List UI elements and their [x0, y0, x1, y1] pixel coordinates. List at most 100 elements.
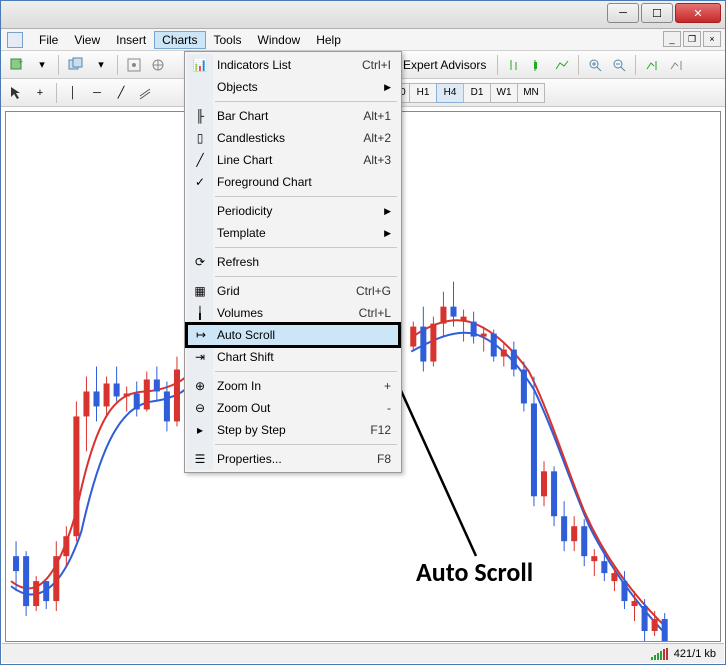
menu-item-objects[interactable]: Objects ▶ — [187, 76, 399, 98]
menu-item-properties[interactable]: ☰Properties...F8 — [187, 448, 399, 470]
annotation-label: Auto Scroll — [416, 556, 533, 588]
submenu-arrow-icon: ▶ — [384, 82, 391, 93]
menu-shortcut: Alt+3 — [363, 153, 391, 167]
channel-button[interactable] — [134, 82, 156, 104]
menu-item-label: Objects — [217, 80, 258, 94]
menu-window[interactable]: Window — [250, 31, 309, 49]
cursor-button[interactable] — [5, 82, 27, 104]
menu-item-step-by-step[interactable]: ▸Step by StepF12 — [187, 419, 399, 441]
menu-item-zoom-in[interactable]: ⊕Zoom In+ — [187, 375, 399, 397]
connection-indicator-icon — [651, 648, 668, 660]
separator — [497, 55, 498, 75]
auto-scroll-button[interactable] — [641, 54, 663, 76]
menu-item-candlesticks[interactable]: ▯CandlesticksAlt+2 — [187, 127, 399, 149]
candle-chart-button[interactable] — [527, 54, 549, 76]
menu-item-refresh[interactable]: ⟳Refresh — [187, 251, 399, 273]
menu-shortcut: Ctrl+G — [356, 284, 391, 298]
timeframe-mn[interactable]: MN — [517, 83, 545, 103]
prop-icon: ☰ — [191, 450, 209, 468]
line-icon: ╱ — [191, 151, 209, 169]
timeframe-d1[interactable]: D1 — [463, 83, 491, 103]
close-button[interactable]: ✕ — [675, 3, 721, 23]
menu-charts[interactable]: Charts — [154, 31, 205, 49]
zin-icon: ⊕ — [191, 377, 209, 395]
menu-file[interactable]: File — [31, 31, 66, 49]
timeframe-w1[interactable]: W1 — [490, 83, 518, 103]
vline-button[interactable]: │ — [62, 82, 84, 104]
menu-item-auto-scroll[interactable]: ↦Auto Scroll — [187, 324, 399, 346]
check-icon: ✓ — [191, 173, 209, 191]
menu-shortcut: Alt+1 — [363, 109, 391, 123]
menu-item-label: Indicators List — [217, 58, 291, 72]
new-chart-dropdown[interactable]: ▾ — [31, 54, 53, 76]
mdi-restore-button[interactable]: ❐ — [683, 31, 701, 47]
menu-item-indicators-list[interactable]: 📊Indicators ListCtrl+I — [187, 54, 399, 76]
menu-item-label: Refresh — [217, 255, 259, 269]
zoom-in-button[interactable] — [584, 54, 606, 76]
step-icon: ▸ — [191, 421, 209, 439]
mdi-minimize-button[interactable]: _ — [663, 31, 681, 47]
menu-separator — [215, 196, 397, 197]
menu-tools[interactable]: Tools — [206, 31, 250, 49]
profiles-button[interactable] — [64, 54, 88, 76]
menu-item-template[interactable]: Template ▶ — [187, 222, 399, 244]
menu-separator — [215, 444, 397, 445]
submenu-arrow-icon: ▶ — [384, 206, 391, 217]
menu-separator — [215, 371, 397, 372]
window-controls: ─ ☐ ✕ — [607, 3, 721, 23]
menu-item-periodicity[interactable]: Periodicity ▶ — [187, 200, 399, 222]
mdi-close-button[interactable]: × — [703, 31, 721, 47]
zoom-out-button[interactable] — [608, 54, 630, 76]
menu-item-label: Periodicity — [217, 204, 272, 218]
expert-advisors-label[interactable]: Expert Advisors — [397, 58, 492, 72]
menu-item-grid[interactable]: ▦GridCtrl+G — [187, 280, 399, 302]
menu-item-chart-shift[interactable]: ⇥Chart Shift — [187, 346, 399, 368]
hline-button[interactable]: ─ — [86, 82, 108, 104]
menu-item-label: Zoom In — [217, 379, 261, 393]
menu-item-label: Bar Chart — [217, 109, 268, 123]
charts-menu-dropdown: 📊Indicators ListCtrl+IObjects▶╟Bar Chart… — [184, 51, 402, 473]
separator — [117, 55, 118, 75]
menu-help[interactable]: Help — [308, 31, 349, 49]
navigator-button[interactable] — [147, 54, 169, 76]
svg-text:+: + — [18, 57, 23, 67]
menu-item-line-chart[interactable]: ╱Line ChartAlt+3 — [187, 149, 399, 171]
titlebar: ─ ☐ ✕ — [1, 1, 725, 29]
timeframe-h4[interactable]: H4 — [436, 83, 464, 103]
statusbar: 421/1 kb — [2, 643, 724, 663]
menu-item-zoom-out[interactable]: ⊖Zoom Out- — [187, 397, 399, 419]
connection-status: 421/1 kb — [674, 648, 716, 660]
profiles-dropdown[interactable]: ▾ — [90, 54, 112, 76]
minimize-button[interactable]: ─ — [607, 3, 639, 23]
menu-item-bar-chart[interactable]: ╟Bar ChartAlt+1 — [187, 105, 399, 127]
menu-shortcut: - — [387, 401, 391, 415]
menubar: FileViewInsertChartsToolsWindowHelp _ ❐ … — [1, 29, 725, 51]
ascroll-icon: ↦ — [192, 326, 210, 344]
menu-item-label: Foreground Chart — [217, 175, 312, 189]
menu-item-label: Step by Step — [217, 423, 286, 437]
bar-chart-button[interactable] — [503, 54, 525, 76]
separator — [56, 83, 57, 103]
line-chart-button[interactable] — [551, 54, 573, 76]
menu-insert[interactable]: Insert — [108, 31, 154, 49]
menu-item-label: Zoom Out — [217, 401, 270, 415]
menu-view[interactable]: View — [66, 31, 108, 49]
menu-item-volumes[interactable]: ╽VolumesCtrl+L — [187, 302, 399, 324]
menu-item-foreground-chart[interactable]: ✓ Foreground Chart — [187, 171, 399, 193]
menu-item-label: Properties... — [217, 452, 282, 466]
menu-shortcut: Ctrl+L — [359, 306, 391, 320]
menu-item-label: Template — [217, 226, 266, 240]
market-watch-button[interactable] — [123, 54, 145, 76]
timeframe-h1[interactable]: H1 — [409, 83, 437, 103]
new-chart-button[interactable]: + — [5, 54, 29, 76]
chart-shift-button[interactable] — [665, 54, 687, 76]
blank-icon — [191, 224, 209, 242]
crosshair-button[interactable]: + — [29, 82, 51, 104]
maximize-button[interactable]: ☐ — [641, 3, 673, 23]
submenu-arrow-icon: ▶ — [384, 228, 391, 239]
trendline-button[interactable]: ╱ — [110, 82, 132, 104]
menu-item-label: Candlesticks — [217, 131, 285, 145]
blank-icon — [191, 78, 209, 96]
list-icon: 📊 — [191, 56, 209, 74]
app-icon — [7, 32, 23, 48]
